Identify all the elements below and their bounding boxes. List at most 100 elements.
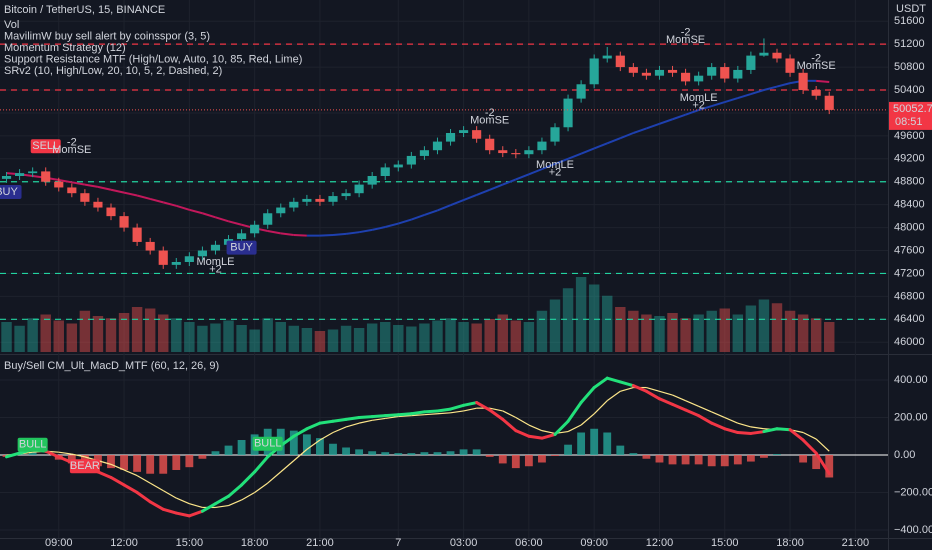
annotation-badge [69,459,100,474]
histogram-bar [603,432,612,455]
histogram-bar [655,454,664,463]
chart-title: Bitcoin / TetherUS, 15, BINANCE [4,4,165,16]
signal-line [646,386,660,392]
annotation-badge [252,436,283,451]
y-tick-label: 48800 [894,176,925,188]
volume-bar [158,314,169,352]
macd-line [357,415,374,420]
y-tick-label: 47200 [894,267,925,279]
candle-body [824,95,834,110]
annotation: MomLE [197,256,235,268]
volume-bar [549,299,561,352]
macd-line [579,386,596,405]
macd-line [775,427,792,432]
annotation-badge [0,185,22,200]
volume-bar [275,322,286,352]
candle-body [733,69,743,79]
signal-line [254,482,269,493]
macd-line [736,431,753,435]
ma-line [280,232,294,237]
annotation: +2 [209,263,222,275]
ma-line [358,228,373,234]
macd-line [710,421,727,431]
ma-line [567,152,582,160]
ma-line [176,204,190,211]
macd-line [409,410,426,416]
signal-line [567,424,582,433]
candle-body [432,141,443,151]
signal-line [97,460,112,465]
histogram-bar [799,454,808,463]
ma-line [554,157,569,165]
annotation: BULL [19,439,47,451]
x-tick-label: 15:00 [176,537,204,549]
macd-line [501,417,518,433]
signal-line [541,430,556,435]
y-tick-label: 51200 [894,38,925,50]
histogram-bar [773,454,781,455]
annotation: SELL [32,140,59,152]
ma-line [659,118,673,125]
candle-body [93,201,103,208]
macd-line [174,511,191,518]
histogram-bar [329,443,337,455]
macd-line [762,427,779,434]
macd-line [396,412,413,417]
macd-line [657,397,675,406]
candle-body [54,181,64,188]
candle-body [184,256,194,262]
candle-body [524,150,534,155]
volume-bar [406,326,417,352]
histogram-bar [302,434,311,455]
signal-line [450,410,464,414]
volume-bar [184,322,195,352]
x-tick-label: 15:00 [711,537,739,549]
macd-line [240,470,257,487]
histogram-bar [760,454,768,458]
macd-line [435,407,453,413]
volume-bar [53,320,64,352]
signal-line [606,390,621,402]
candle-body [80,193,90,202]
volume-bar [432,320,443,352]
macd-line [566,401,583,423]
volume-bar [654,316,665,352]
candle-body [171,261,181,265]
histogram-bar [407,453,416,455]
candle-body [380,167,390,176]
signal-line [685,400,699,407]
candle-body [237,233,247,240]
histogram-bar [825,454,834,478]
volume-bar [353,328,365,352]
signal-line [136,475,151,484]
histogram-bar [577,432,586,455]
histogram-bar [28,452,37,455]
candle-body [785,58,795,73]
macd-line [44,449,61,459]
candle-body [694,75,704,82]
macd-line [592,376,609,390]
ma-line [162,201,177,207]
histogram-bar [289,430,298,455]
ma-line [750,89,765,95]
signal-line [698,405,712,413]
ma-line [737,93,752,99]
y-tick-label: 49600 [894,130,925,142]
y-tick-label: 47600 [894,244,925,256]
pane-title: Buy/Sell CM_Ult_MacD_MTF (60, 12, 26, 9) [4,360,219,372]
ma-line [463,193,478,202]
histogram-bar [668,454,677,465]
macd-line [122,483,139,494]
candle-body [28,171,38,174]
signal-line [293,448,308,462]
candle-body [197,250,207,257]
candle-body [158,250,168,265]
macd-line [684,408,701,418]
histogram-bar [381,452,390,455]
macd-line [161,507,178,515]
signal-line [463,407,477,412]
signal-line [58,451,72,455]
macd-line [305,421,322,431]
volume-bar [262,318,273,352]
